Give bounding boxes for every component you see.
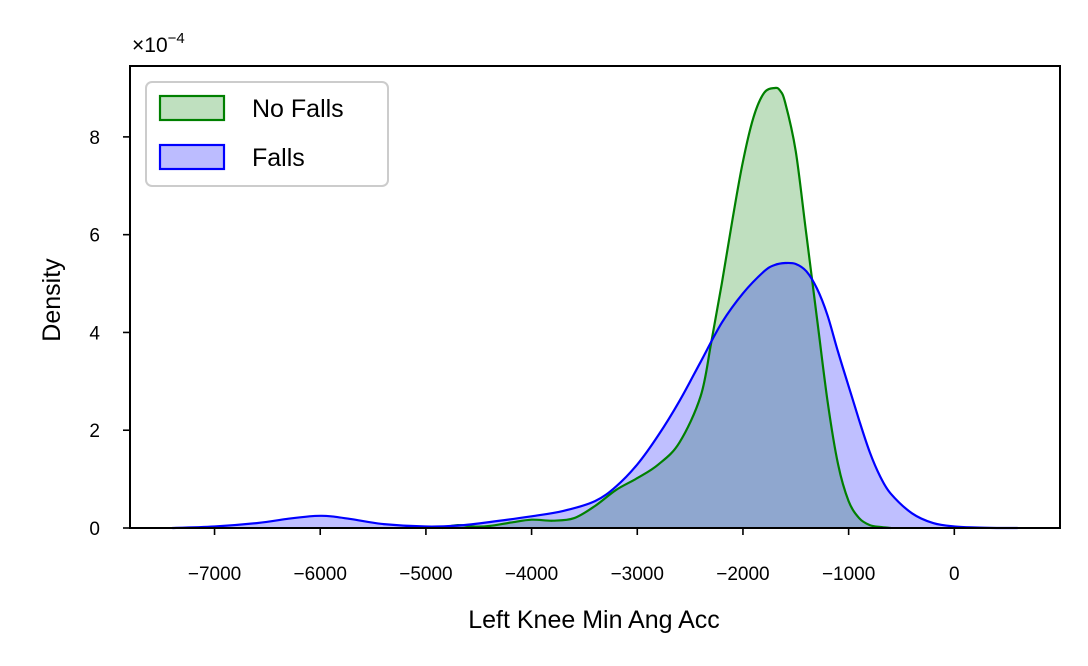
y-tick-label: 0 (89, 519, 100, 540)
density-line-falls (172, 261, 1018, 530)
x-tick-label: −3000 (611, 564, 664, 585)
x-tick-label: −5000 (399, 564, 452, 585)
y-axis-ticks: 0 2 4 6 8 (89, 128, 130, 540)
y-axis-label: Density (38, 258, 66, 342)
legend-swatch-falls (158, 143, 226, 171)
y-multiplier-exponent: −4 (168, 30, 185, 47)
plot-frame (129, 65, 1061, 529)
y-tick-label: 4 (89, 323, 100, 344)
x-tick-label: −7000 (188, 564, 241, 585)
legend-swatch-no-falls (158, 94, 226, 122)
legend-label-falls: Falls (252, 144, 305, 172)
x-tick-label: 0 (949, 564, 960, 585)
density-line-no-falls (441, 86, 892, 530)
density-area-no-falls (441, 87, 891, 528)
density-areas (172, 87, 1018, 528)
x-tick-label: −2000 (716, 564, 769, 585)
y-multiplier-base: ×10 (132, 34, 168, 57)
x-tick-label: −1000 (822, 564, 875, 585)
y-tick-label: 6 (89, 226, 100, 247)
y-axis-multiplier: ×10−4 (132, 30, 185, 57)
y-tick-label: 2 (89, 421, 100, 442)
y-tick-label: 8 (89, 128, 100, 149)
x-axis-label: Left Knee Min Ang Acc (468, 606, 720, 634)
legend: No Falls Falls (145, 81, 389, 187)
density-lines (172, 86, 1018, 530)
x-tick-label: −4000 (505, 564, 558, 585)
legend-label-no-falls: No Falls (252, 95, 344, 123)
x-tick-label: −6000 (294, 564, 347, 585)
x-axis-ticks: −7000 −6000 −5000 −4000 −3000 −2000 −1000 0 (188, 528, 960, 585)
density-area-falls (172, 262, 1018, 528)
